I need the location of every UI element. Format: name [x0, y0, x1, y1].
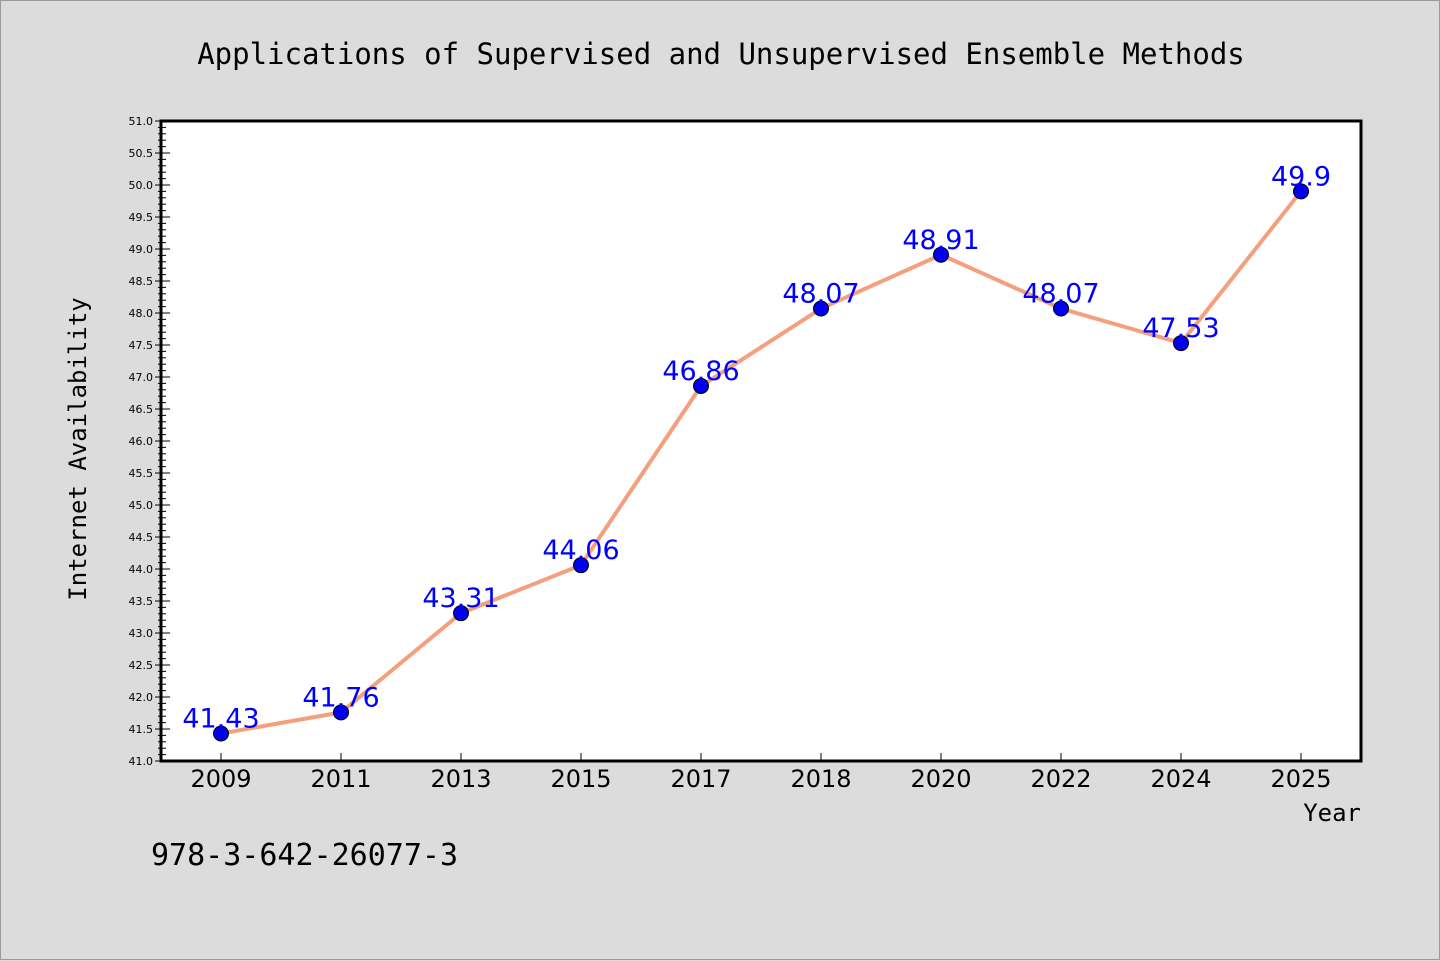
y-tick-label: 49.0: [129, 243, 154, 256]
data-point: [1173, 335, 1189, 352]
chart-title: Applications of Supervised and Unsupervi…: [197, 37, 1245, 71]
data-point: [933, 246, 949, 263]
data-label: 48.91: [902, 225, 979, 256]
y-tick-label: 46.5: [129, 403, 154, 416]
plot-area: [159, 119, 1363, 763]
y-tick-label: 42.0: [129, 691, 154, 704]
data-label: 41.43: [182, 703, 259, 734]
y-tick-label: 43.5: [129, 595, 154, 608]
data-label: 44.06: [542, 535, 619, 566]
data-label: 41.76: [302, 682, 379, 713]
y-tick-label: 47.5: [129, 339, 154, 352]
x-tick-label: 2025: [1270, 765, 1331, 793]
y-tick-label: 41.0: [129, 755, 154, 768]
y-tick-label: 45.0: [129, 499, 154, 512]
y-tick-label: 44.5: [129, 531, 154, 544]
data-label: 47.53: [1142, 313, 1219, 344]
data-label: 46.86: [662, 356, 739, 387]
y-tick-label: 46.0: [129, 435, 154, 448]
x-axis: 2009 2011 2013 2015 2017 2018 2020 2022 2024 2025: [190, 753, 1332, 793]
data-point: [1293, 183, 1309, 200]
x-tick-label: 2018: [790, 765, 851, 793]
y-tick-label: 41.5: [129, 723, 154, 736]
x-tick-label: 2024: [1150, 765, 1211, 793]
data-label: 43.31: [422, 583, 499, 614]
x-tick-label: 2009: [190, 765, 251, 793]
x-tick-label: 2022: [1030, 765, 1091, 793]
data-label: 48.07: [1022, 279, 1099, 310]
y-tick-label: 49.5: [129, 211, 154, 224]
y-tick-label: 42.5: [129, 659, 154, 672]
y-tick-label: 45.5: [129, 467, 154, 480]
y-tick-label: 51.0: [129, 115, 154, 128]
data-point: [333, 704, 349, 721]
data-point: [813, 300, 829, 317]
data-point: [573, 557, 589, 574]
y-axis: 41.0 41.5 42.0 42.5 43.0 43.5 44.0 44.5 45.0 45.5…: [129, 115, 170, 768]
y-tick-label: 50.5: [129, 147, 154, 160]
y-tick-label: 47.0: [129, 371, 154, 384]
isbn-text: 978-3-642-26077-3: [151, 838, 458, 873]
x-tick-label: 2015: [550, 765, 611, 793]
data-label: 48.07: [782, 279, 859, 310]
y-tick-label: 44.0: [129, 563, 154, 576]
x-tick-label: 2013: [430, 765, 491, 793]
series-group: 41.43 41.76 43.31 44.06 46.86 48.07 48.91 48.07…: [182, 161, 1331, 742]
series-line: [220, 190, 1303, 736]
data-point: [1053, 300, 1069, 317]
data-point: [453, 605, 469, 622]
y-axis-title: Internet Availability: [64, 297, 92, 600]
y-tick-label: 43.0: [129, 627, 154, 640]
y-tick-label: 48.0: [129, 307, 154, 320]
x-axis-title: Year: [1303, 799, 1361, 827]
y-tick-label: 48.5: [129, 275, 154, 288]
x-tick-label: 2020: [910, 765, 971, 793]
data-label: 49.9: [1271, 161, 1331, 192]
data-point: [213, 725, 229, 742]
y-tick-label: 50.0: [129, 179, 154, 192]
data-point: [693, 377, 709, 394]
x-tick-label: 2017: [670, 765, 731, 793]
x-tick-label: 2011: [310, 765, 371, 793]
